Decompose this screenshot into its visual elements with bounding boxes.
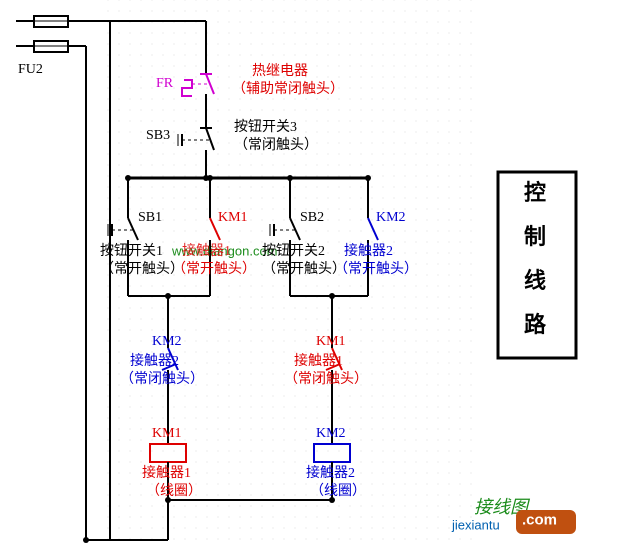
fuse-group: FU2 (16, 16, 110, 77)
km1-aux-tag: KM1 (218, 210, 248, 225)
title-char-3: 路 (524, 312, 547, 337)
km2-coil-label-top: 接触器2 (306, 464, 355, 481)
km2-coil: KM2 接触器2 （线圈） (306, 426, 366, 500)
km1-coil-label-bottom: （线圈） (146, 483, 202, 499)
sb3-contact: SB3 按钮开关3 （常闭触头） (146, 119, 318, 178)
km1-nc-label-bottom: （常闭触头） (284, 371, 368, 387)
km1-coil-label-top: 接触器1 (142, 464, 191, 481)
km1-nc-label-top: 接触器1 (294, 352, 343, 369)
km2-aux-label-bottom: （常开触头） (334, 261, 418, 277)
sb3-label-top: 按钮开关3 (234, 119, 297, 135)
return-node-r (329, 497, 335, 503)
km1-nc-tag: KM1 (316, 334, 346, 349)
sb2-tag: SB2 (300, 210, 324, 225)
km2-nc-label-bottom: （常闭触头） (120, 371, 204, 387)
watermark: 接线图 jiexiantu .com (451, 497, 576, 534)
fr-label-bottom: （辅助常闭触头） (232, 81, 344, 97)
km2-nc-tag: KM2 (152, 334, 182, 349)
watermark-3: .com (522, 511, 557, 528)
km2-coil-label-bottom: （线圈） (310, 483, 366, 499)
fr-tag: FR (156, 76, 174, 91)
km2-nc-label-top: 接触器2 (130, 352, 179, 369)
km2-coil-tag: KM2 (316, 426, 346, 441)
fr-label-top: 热继电器 (252, 63, 308, 79)
km1-aux-label-top: 接触器1 (182, 242, 231, 259)
watermark-2: jiexiantu (451, 518, 500, 533)
title-box: 控 制 线 路 (498, 172, 576, 358)
title-char-1: 制 (524, 224, 546, 249)
km2-aux-label-top: 接触器2 (344, 242, 393, 259)
title-char-0: 控 (524, 180, 546, 205)
title-char-2: 线 (524, 268, 546, 293)
km2-aux-tag: KM2 (376, 210, 406, 225)
km1-aux-label-bottom: （常开触头） (172, 261, 256, 277)
sb2-label-top: 按钮开关2 (262, 243, 325, 259)
sb3-tag: SB3 (146, 128, 170, 143)
sb3-label-bottom: （常闭触头） (234, 137, 318, 153)
fr-contact: FR 热继电器 （辅助常闭触头） (156, 63, 344, 122)
return-feeder-node (83, 537, 89, 543)
fu2-label: FU2 (18, 62, 43, 77)
km1-coil-tag: KM1 (152, 426, 182, 441)
sb2-contact: SB2 按钮开关2 （常开触头） (262, 210, 346, 296)
km1-coil: KM1 接触器1 （线圈） (142, 426, 202, 500)
sb1-label-top: 按钮开关1 (100, 243, 163, 259)
sb1-tag: SB1 (138, 210, 162, 225)
